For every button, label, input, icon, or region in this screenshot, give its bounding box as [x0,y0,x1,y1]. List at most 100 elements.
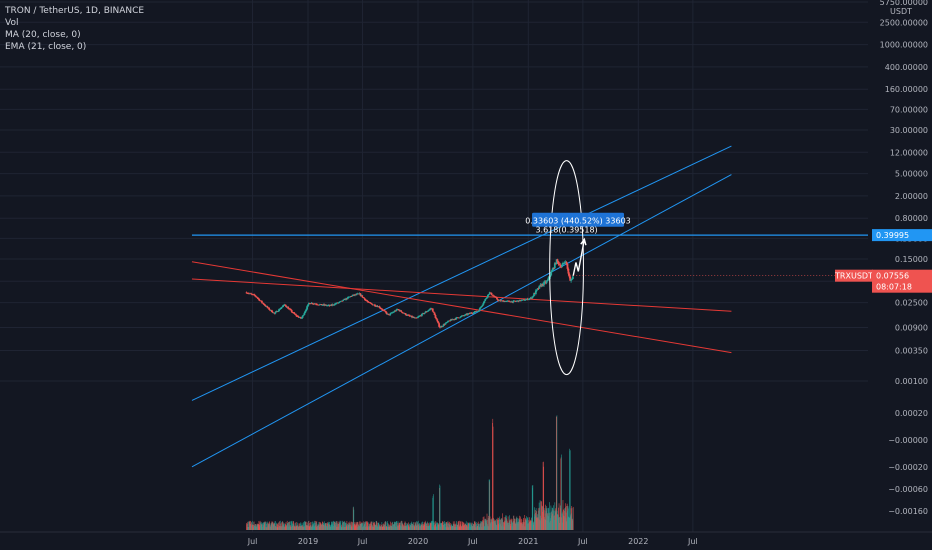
volume-bar [483,516,485,530]
candle-body [444,323,447,325]
volume-bar [343,521,344,530]
volume-bar [276,522,277,530]
candle-body [461,315,464,317]
candle-body [484,299,487,301]
highlight-ellipse[interactable] [549,160,584,376]
time-tick-label: Jul [247,537,258,546]
candle-body [426,311,429,312]
volume-bar [503,521,504,530]
candle-body [414,317,417,319]
trend-line-red[interactable] [191,261,732,354]
candle-body [490,292,493,295]
volume-bar [540,501,542,530]
trend-line-red[interactable] [191,278,732,312]
candle-body [555,259,558,265]
candle-body [369,302,372,304]
candle-body [535,289,538,291]
volume-bar [468,523,469,530]
trend-line-blue[interactable] [191,145,732,401]
candle-body [350,296,353,297]
candle-body [371,303,374,305]
indicator-ma[interactable]: MA (20, close, 0) [5,30,81,40]
volume-bar [488,515,489,530]
candle-body [488,292,491,295]
candle-body [259,300,261,302]
level-badge[interactable] [872,229,932,242]
candle-body [376,306,379,308]
time-tick-label: 2020 [408,537,428,546]
candle-body [274,312,277,314]
candle-body [456,317,459,319]
candle-body [298,317,300,318]
volume-bar [247,521,249,530]
time-tick-label: 2021 [518,537,538,546]
price-tick-label: 12.00000 [890,148,928,157]
trend-line-blue[interactable] [191,174,732,468]
current-price-badge[interactable] [872,269,932,293]
candle-body [519,299,522,301]
candle-body [340,300,343,302]
candle-body [364,300,367,301]
candle-body [334,303,337,305]
candle-body [409,315,412,317]
volume-bar [404,521,406,530]
candle-body [412,317,415,318]
candle-body [425,311,428,313]
candle-body [522,299,525,301]
candle-body [429,308,431,310]
candle-body [487,294,490,295]
volume-bar [316,521,318,530]
candle-body [533,293,535,297]
volume-bar [558,503,560,530]
volume-bar [426,521,428,530]
symbol-badge[interactable] [835,269,873,282]
price-tick-label: 0.02500 [895,299,928,308]
candle-body [344,299,346,300]
indicator-ema[interactable]: EMA (21, close, 0) [5,42,87,52]
candle-body [307,304,309,307]
volume-bar [300,522,301,530]
volume-bar [543,466,545,530]
volume-bar [279,521,280,530]
volume-bar [467,522,468,530]
volume-tick-label: 0.00020 [895,409,928,418]
candle-body [360,295,363,297]
candle-body [316,304,318,306]
candle-body [390,312,393,314]
time-axis[interactable]: Jul 2019 Jul 2020 Jul 2021 Jul 2022 Jul [0,531,932,546]
candle-body [285,305,288,308]
candle-body [286,306,289,308]
volume-bar [357,522,358,530]
candle-body [468,313,470,314]
candle-body [433,312,436,316]
volume-bar [373,522,374,530]
candle-body [401,311,403,313]
projection-arrowhead [580,237,587,246]
indicator-vol[interactable]: Vol [5,18,19,28]
candle-body [561,264,563,267]
candle-body [506,300,508,302]
candle-body [536,288,539,290]
candle-body [289,309,292,311]
candle-body [440,326,442,328]
volume-bar [509,519,511,530]
trend-lines[interactable] [191,145,732,468]
price-axis[interactable]: 5750.00000 2500.00000 1000.00000 400.00000 1… [573,0,932,516]
candle-body [538,285,541,289]
candle-body [339,301,342,303]
candle-body [505,301,507,302]
candle-body [306,306,308,310]
symbol-title[interactable]: TRON / TetherUS, 1D, BINANCE [5,6,145,16]
candle-body [319,304,322,305]
candle-body [389,313,392,315]
projection-path[interactable] [572,239,586,277]
candle-body [287,306,290,309]
volume-bar [332,520,334,530]
candle-body [357,293,360,295]
candle-body [346,297,349,299]
price-tick-label: 0.15000 [895,255,928,264]
candle-body [514,300,516,302]
price-unit-label: USDT [890,7,912,16]
